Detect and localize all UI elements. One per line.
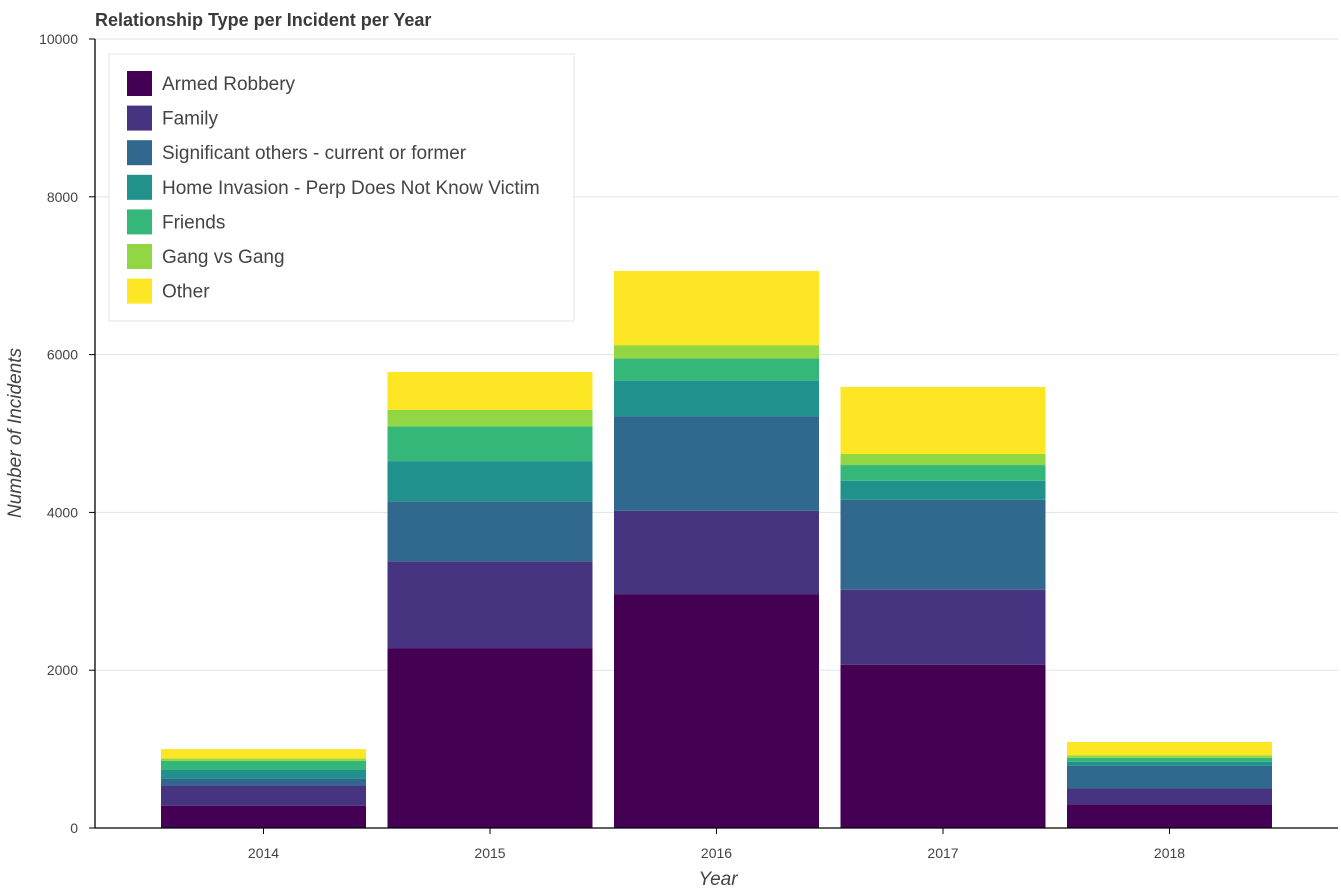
bar-segment [1067,765,1272,789]
bar-segment [1067,755,1272,758]
bar-segment [840,664,1046,828]
bar-segment [1067,761,1272,766]
legend-swatch [127,71,152,96]
bar-segment [387,426,593,462]
bar-segment [161,749,366,759]
y-axis-title: Number of Incidents [5,347,26,518]
legend-swatch [127,244,152,269]
legend-item: Home Invasion - Perp Does Not Know Victi… [127,174,540,200]
legend-swatch [127,174,152,200]
legend-label: Family [162,109,218,130]
bar-segment [614,270,819,346]
bar-segment [614,594,819,828]
x-tick-label: 2016 [701,845,732,861]
x-axis-ticks: 2014 2015 2016 2017 2018 [248,828,1185,861]
bar-segment [161,758,366,761]
bar-segment [161,805,366,828]
bar-segment [614,380,819,417]
legend-item: Gang vs Gang [127,244,285,269]
bar-segment [161,785,366,806]
legend-label: Significant others - current or former [162,143,467,164]
bar-segment [614,510,819,595]
legend-item: Family [127,105,218,131]
y-tick-label: 8000 [47,189,78,205]
bar-stack-2017 [840,386,1046,828]
bar-stack-2018 [1067,741,1272,828]
bar-segment [614,416,819,511]
y-tick-label: 4000 [47,504,78,520]
legend-item: Friends [127,209,225,235]
legend-box [108,53,575,322]
x-tick-label: 2018 [1154,845,1185,861]
x-axis-title: Year [698,869,738,890]
legend-label: Home Invasion - Perp Does Not Know Victi… [162,178,540,199]
bar-stack-2015 [387,371,593,828]
bar-segment [840,465,1046,481]
bar-stack-2014 [161,749,366,828]
legend-item: Other [127,278,210,304]
legend-swatch [127,105,152,131]
legend: Armed Robbery Family Significant others - … [108,53,575,322]
bar-segment [614,345,819,359]
bar-segment [840,454,1046,466]
bar-segment [387,648,593,828]
bars [161,270,1272,828]
legend-swatch [127,278,152,304]
legend-label: Gang vs Gang [162,247,285,268]
bar-segment [387,561,593,649]
bar-segment [387,371,593,410]
x-tick-label: 2014 [248,845,279,861]
bar-segment [840,480,1046,500]
bar-segment [1067,741,1272,756]
bar-segment [840,386,1046,455]
bar-segment [387,409,593,427]
bar-segment [387,461,593,502]
y-axis-ticks: 0 2000 4000 6000 8000 10000 [39,31,95,836]
bar-segment [161,778,366,786]
legend-label: Other [162,282,210,303]
bar-stack-2016 [614,270,819,828]
x-tick-label: 2015 [474,845,505,861]
bar-segment [840,589,1046,665]
y-tick-label: 0 [70,820,78,836]
y-tick-label: 6000 [47,347,78,363]
x-tick-label: 2017 [927,845,958,861]
legend-item: Armed Robbery [127,71,296,96]
legend-label: Friends [162,212,225,233]
bar-segment [161,769,366,779]
bar-segment [614,358,819,381]
bar-segment [387,501,593,562]
bar-segment [1067,757,1272,762]
chart-title: Relationship Type per Incident per Year [95,10,431,30]
bar-segment [161,760,366,770]
y-tick-label: 2000 [47,662,78,678]
y-tick-label: 10000 [39,31,78,47]
bar-segment [1067,788,1272,805]
legend-swatch [127,140,152,166]
legend-label: Armed Robbery [162,74,296,95]
legend-swatch [127,209,152,235]
bar-segment [1067,804,1272,828]
bar-segment [840,499,1046,590]
legend-item: Significant others - current or former [127,140,467,166]
